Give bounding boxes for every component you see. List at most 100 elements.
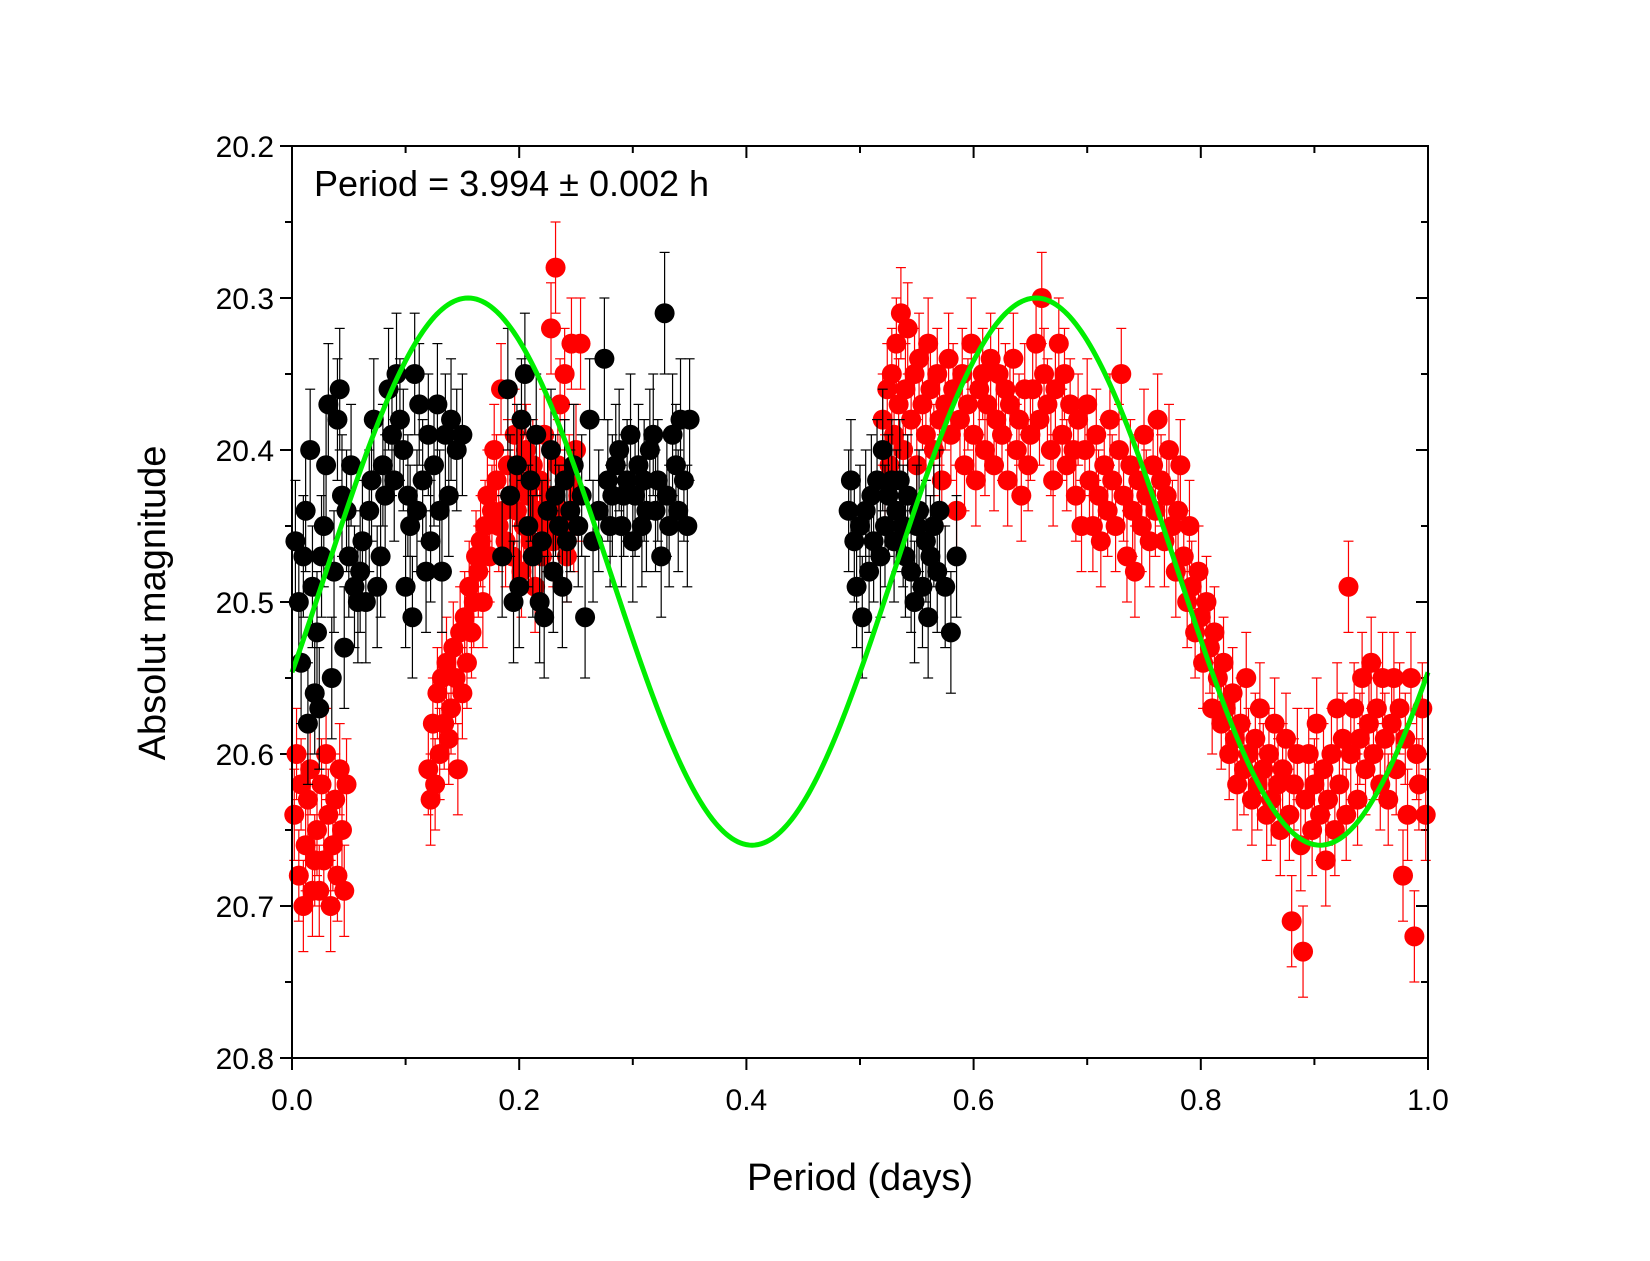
x-axis-label: Period (days) — [747, 1157, 973, 1199]
red-point — [472, 592, 493, 612]
red-point — [1281, 911, 1302, 932]
black-point — [393, 440, 414, 460]
black-point — [318, 394, 339, 415]
red-point — [1026, 333, 1047, 354]
red-point — [1315, 850, 1336, 871]
black-point — [872, 440, 893, 460]
red-point — [1122, 500, 1143, 521]
black-point — [400, 516, 421, 536]
x-tick-label: 0.0 — [271, 1084, 313, 1117]
y-axis-label: Absolut magnitude — [132, 446, 174, 761]
black-point — [427, 394, 448, 415]
red-point — [438, 728, 459, 749]
red-point — [329, 759, 350, 780]
red-point — [895, 379, 916, 400]
black-point — [306, 622, 327, 643]
red-point — [447, 759, 468, 780]
black-point — [452, 424, 473, 445]
red-point — [284, 804, 305, 825]
black-point — [878, 485, 899, 506]
red-point — [1304, 774, 1325, 795]
black-point — [375, 485, 396, 506]
black-point — [605, 455, 626, 476]
black-point — [861, 485, 882, 506]
x-tick-label: 0.4 — [726, 1084, 768, 1117]
black-point — [355, 592, 376, 612]
red-point — [1151, 470, 1172, 491]
black-point — [651, 546, 672, 567]
black-point — [372, 455, 393, 476]
black-point — [509, 576, 530, 597]
red-point — [1383, 668, 1404, 688]
red-point — [1011, 485, 1032, 506]
x-tick-labels: 0.0 0.2 0.4 0.6 0.8 1.0 — [271, 1084, 1449, 1117]
x-tick-label: 0.8 — [1180, 1084, 1222, 1117]
black-point — [520, 470, 541, 491]
red-point — [1293, 941, 1314, 962]
red-point — [1048, 333, 1069, 354]
red-point — [890, 303, 911, 324]
black-point — [441, 409, 462, 430]
red-point — [1378, 789, 1399, 810]
red-point — [1111, 364, 1132, 384]
y-tick-label: 20.5 — [216, 587, 274, 620]
black-point — [867, 470, 888, 491]
red-point — [1090, 531, 1111, 552]
black-point — [935, 576, 956, 597]
black-point — [543, 561, 564, 582]
y-tick-label: 20.4 — [216, 435, 274, 468]
black-point — [497, 379, 518, 400]
red-point — [988, 364, 1009, 384]
red-point — [1018, 455, 1039, 476]
red-point — [1179, 516, 1200, 536]
black-point — [341, 455, 362, 476]
black-point — [511, 409, 532, 430]
red-point — [1043, 470, 1064, 491]
red-point — [320, 896, 341, 916]
red-point — [997, 470, 1018, 491]
black-point — [311, 546, 332, 567]
black-point — [844, 531, 865, 552]
black-point — [625, 485, 646, 506]
red-point — [1272, 759, 1293, 780]
red-point — [954, 455, 975, 476]
red-point — [1415, 804, 1436, 825]
red-point — [1366, 698, 1387, 719]
black-point — [309, 698, 330, 719]
y-tick-label: 20.8 — [216, 1043, 274, 1076]
red-point — [1389, 698, 1410, 719]
black-point — [568, 516, 589, 536]
red-point — [291, 774, 312, 795]
red-point — [1264, 713, 1285, 734]
red-point — [1361, 652, 1382, 673]
black-point — [293, 546, 314, 567]
black-point — [518, 516, 539, 536]
x-tick-label: 1.0 — [1407, 1084, 1449, 1117]
black-point — [321, 668, 342, 688]
black-point — [897, 485, 918, 506]
red-point — [897, 318, 918, 339]
red-point — [1241, 789, 1262, 810]
black-point — [643, 424, 664, 445]
red-point — [1347, 789, 1368, 810]
black-point — [622, 531, 643, 552]
red-point — [1065, 485, 1086, 506]
red-point — [334, 880, 355, 901]
black-point — [654, 303, 675, 324]
black-point — [522, 546, 543, 567]
red-point — [293, 896, 314, 916]
black-point — [647, 470, 668, 491]
x-tick-label: 0.6 — [953, 1084, 995, 1117]
black-point — [673, 470, 694, 491]
red-point — [1408, 774, 1429, 795]
black-point — [384, 470, 405, 491]
black-point — [418, 424, 439, 445]
red-point — [1276, 728, 1296, 749]
y-tick-label: 20.7 — [216, 891, 274, 924]
black-point — [912, 576, 933, 597]
black-point — [920, 546, 941, 567]
black-point — [402, 607, 423, 628]
red-point — [1009, 409, 1030, 430]
red-point — [1077, 394, 1098, 415]
